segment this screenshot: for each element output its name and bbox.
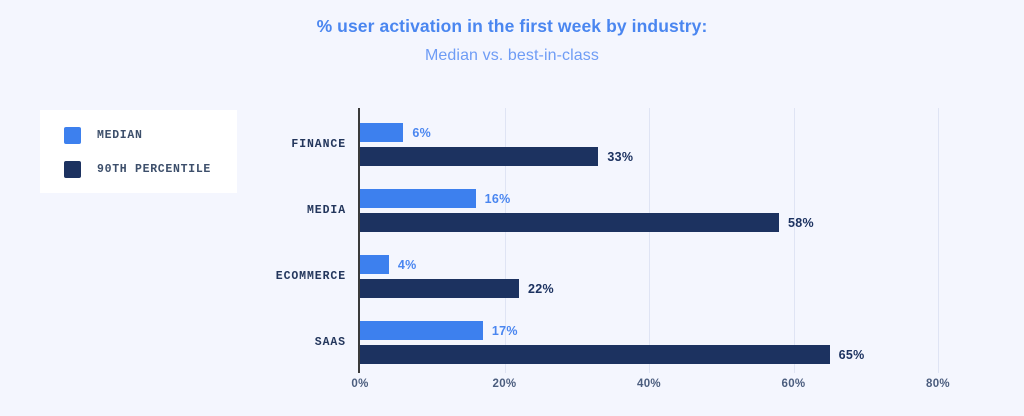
x-axis: 0% 20% 40% 60% 80% [351,378,949,398]
bar-p90[interactable]: 65% [360,345,864,364]
bar-value-label: 4% [397,257,417,272]
category-label: SAAS [314,336,346,349]
bar-group: MEDIA 16% 58% [307,188,938,241]
chart-header: % user activation in the first week by i… [0,0,1024,65]
gridline [504,108,506,373]
bar-value-label: 65% [838,347,865,362]
bar-value-label: 33% [607,149,634,164]
category-label: FINANCE [291,138,346,151]
bar-group: SAAS 17% 65% [315,320,938,373]
bar-value-label: 16% [484,191,511,206]
y-axis-line [358,108,360,373]
x-tick-label: 60% [781,378,806,390]
chart-plot-area: FINANCE 6% 33% MEDIA 16% 58% ECOMMERCE 4% 22% SAA… [276,108,939,373]
legend-item-90th-percentile[interactable]: 90TH PERCENTILE [64,161,211,178]
legend-item-label: MEDIAN [97,129,143,142]
page-subtitle: Median vs. best-in-class [424,46,600,64]
bar-median[interactable]: 16% [360,189,510,208]
bar-value-label: 58% [788,215,814,230]
bar-group: FINANCE 6% 33% [291,122,938,175]
square-swatch-icon [64,161,81,178]
chart-legend: MEDIAN 90TH PERCENTILE [40,110,237,193]
x-tick-label: 80% [926,378,950,390]
bar-p90[interactable]: 22% [360,279,554,298]
bar-p90[interactable]: 33% [360,147,633,166]
bar-value-label: 22% [527,281,554,296]
category-label: MEDIA [306,204,346,217]
bar-group: ECOMMERCE 4% 22% [276,254,938,307]
bar-median[interactable]: 6% [360,123,431,142]
square-swatch-icon [64,127,81,144]
legend-item-median[interactable]: MEDIAN [64,127,143,144]
legend-item-label: 90TH PERCENTILE [97,163,212,176]
gridline [938,108,939,373]
bar-value-label: 17% [491,323,518,338]
x-tick-label: 20% [492,378,517,390]
page-title: % user activation in the first week by i… [316,16,708,36]
bar-median[interactable]: 17% [360,321,517,340]
gridline [649,108,650,373]
gridline [793,108,795,373]
x-tick-label: 0% [351,378,369,390]
bar-p90[interactable]: 58% [360,213,814,232]
bar-median[interactable]: 4% [360,255,416,274]
category-label: ECOMMERCE [275,270,346,283]
x-tick-label: 40% [637,378,661,390]
bar-value-label: 6% [412,125,432,140]
